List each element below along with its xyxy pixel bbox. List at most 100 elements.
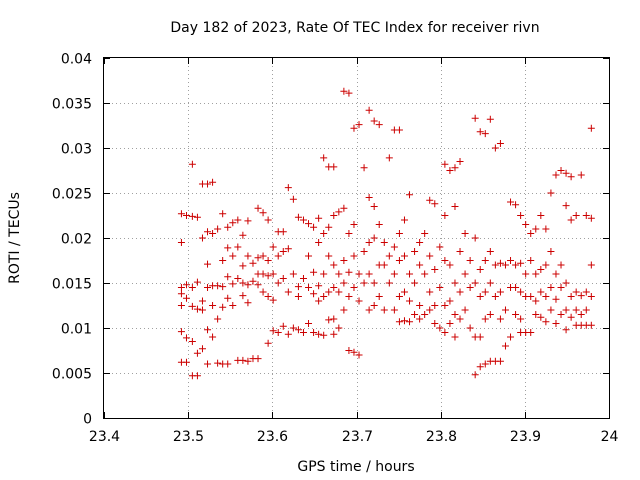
data-point: [335, 270, 343, 278]
data-point: [471, 371, 479, 379]
data-point: [177, 328, 185, 336]
data-point: [177, 239, 185, 246]
data-point: [345, 89, 353, 97]
data-point: [284, 288, 292, 296]
data-point: [400, 288, 408, 296]
data-point: [441, 212, 449, 219]
data-point: [340, 279, 348, 287]
data-point: [577, 171, 585, 179]
data-point: [537, 313, 545, 321]
data-point: [229, 252, 237, 260]
data-point: [193, 305, 201, 313]
data-point: [542, 261, 550, 269]
data-point: [562, 306, 570, 314]
data-point: [416, 261, 424, 269]
data-point: [557, 167, 565, 174]
data-point: [390, 270, 398, 278]
data-point: [355, 270, 363, 278]
data-point: [209, 333, 217, 341]
data-point: [456, 248, 464, 255]
data-point: [507, 198, 515, 206]
data-point: [562, 202, 570, 210]
data-point: [380, 306, 388, 314]
data-point: [325, 288, 333, 296]
data-point: [562, 326, 570, 334]
data-point: [557, 284, 565, 291]
data-point: [370, 302, 378, 309]
data-point: [365, 194, 373, 201]
data-point: [330, 163, 338, 171]
data-point: [315, 214, 323, 222]
x-tick-label: 23.8: [426, 429, 457, 445]
data-point: [466, 324, 474, 332]
data-point: [254, 281, 262, 289]
data-point: [365, 106, 373, 114]
grid: [104, 58, 609, 418]
data-point: [249, 277, 257, 285]
data-point: [350, 221, 358, 228]
data-point: [335, 324, 343, 332]
data-point: [532, 311, 540, 318]
data-point: [517, 288, 525, 296]
data-point: [188, 284, 196, 291]
data-point: [284, 330, 292, 338]
data-point: [471, 234, 479, 242]
data-point: [350, 348, 358, 356]
data-point: [350, 124, 358, 132]
data-point: [390, 306, 398, 314]
data-point: [446, 297, 454, 305]
data-point: [310, 223, 318, 231]
data-point: [522, 270, 530, 278]
data-point: [552, 320, 560, 327]
data-point: [259, 209, 267, 217]
data-point: [299, 329, 307, 336]
data-point: [486, 279, 494, 287]
data-point: [542, 225, 550, 233]
data-point: [406, 270, 414, 278]
data-point: [456, 158, 464, 165]
data-point: [532, 297, 540, 305]
data-point: [289, 195, 297, 203]
y-tick-label: 0.015: [52, 277, 92, 293]
data-point: [274, 329, 282, 336]
data-point: [466, 257, 474, 264]
data-point: [345, 293, 353, 300]
data-point: [557, 261, 565, 269]
data-point: [385, 252, 393, 260]
data-point: [209, 302, 217, 309]
data-point: [451, 203, 459, 210]
y-tick-label: 0.035: [52, 97, 92, 113]
y-axis-label: ROTI / TECUs: [7, 192, 23, 284]
data-point: [496, 288, 504, 296]
data-point: [224, 294, 232, 302]
data-point: [214, 359, 222, 367]
data-point: [340, 87, 348, 95]
data-point: [254, 355, 262, 363]
data-point: [229, 302, 237, 309]
data-point: [234, 216, 242, 224]
data-point: [177, 210, 185, 218]
data-point: [572, 212, 580, 219]
data-point: [198, 297, 206, 305]
data-point: [436, 243, 444, 251]
data-point: [193, 213, 201, 221]
data-point: [501, 261, 509, 269]
data-point: [547, 189, 555, 197]
data-point: [582, 306, 590, 314]
data-point: [446, 261, 454, 269]
data-point: [496, 140, 504, 147]
data-point: [416, 315, 424, 323]
data-point: [552, 270, 560, 278]
data-point: [431, 320, 439, 327]
data-point: [486, 115, 494, 123]
data-point: [426, 306, 434, 314]
data-point: [274, 252, 282, 260]
y-tick-label: 0.03: [61, 142, 92, 158]
data-point: [582, 212, 590, 219]
data-point: [426, 252, 434, 260]
data-point: [330, 261, 338, 269]
data-point: [436, 284, 444, 291]
x-tick-label: 23.4: [89, 429, 120, 445]
data-point: [209, 178, 217, 186]
data-point: [325, 223, 333, 231]
